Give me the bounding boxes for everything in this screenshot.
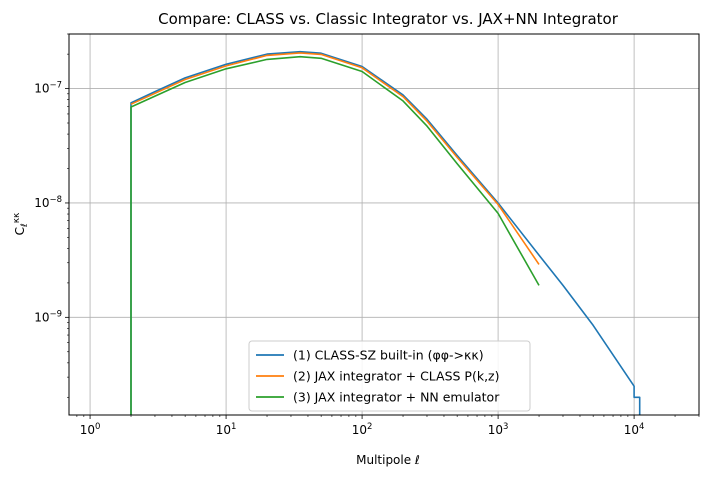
- ticks: 100 101 102 103 104 10−9 10−8 10−7: [34, 33, 700, 437]
- x-tick-label: 103: [488, 422, 509, 437]
- y-tick-label: 10−8: [34, 195, 62, 210]
- legend-label-2: (2) JAX integrator + CLASS P(k,z): [293, 369, 500, 384]
- series-line-2: [130, 52, 540, 265]
- y-tick-label: 10−9: [34, 309, 62, 324]
- x-tick-label: 101: [216, 422, 237, 437]
- legend-label-1: (1) CLASS-SZ built-in (φφ->κκ): [293, 348, 484, 363]
- legend-frame: [248, 340, 531, 412]
- y-axis-label: Cℓκκ: [12, 212, 30, 235]
- x-tick-label: 104: [624, 422, 645, 437]
- y-tick-label: 10−7: [34, 81, 62, 96]
- plot-frame: [68, 33, 700, 416]
- chart-title: Compare: CLASS vs. Classic Integrator vs…: [158, 10, 619, 28]
- series-line-3: [130, 55, 540, 415]
- series-line-1: [130, 50, 641, 415]
- x-axis-label: Multipole ℓ: [356, 453, 420, 467]
- x-tick-label: 102: [352, 422, 373, 437]
- legend: (1) CLASS-SZ built-in (φφ->κκ) (2) JAX in…: [248, 340, 531, 412]
- series-layer: [130, 50, 641, 415]
- legend-label-3: (3) JAX integrator + NN emulator: [293, 390, 500, 405]
- x-tick-label: 100: [80, 422, 101, 437]
- grid: [69, 34, 699, 415]
